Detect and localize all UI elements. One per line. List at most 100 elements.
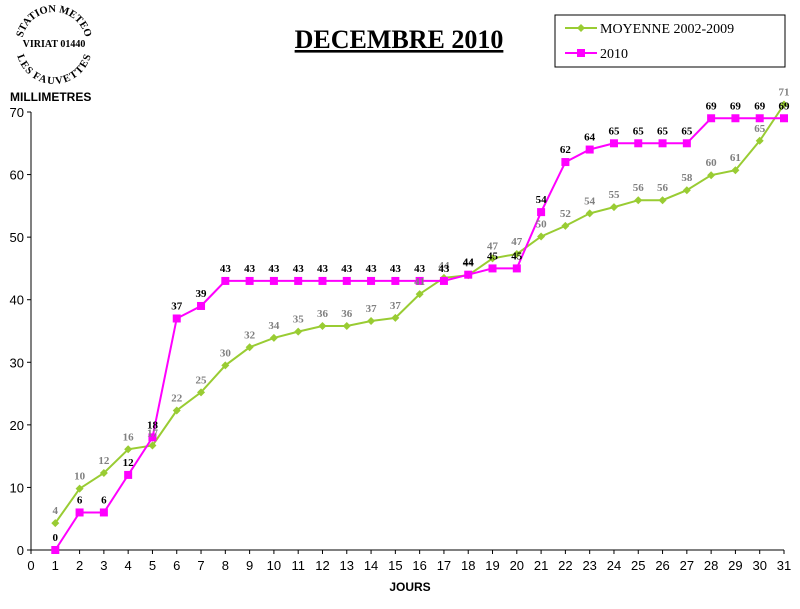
data-point-moyenne (148, 441, 157, 450)
y-tick-label: 40 (10, 293, 24, 308)
data-label-2010: 0 (53, 532, 59, 544)
data-label-2010: 43 (220, 263, 232, 275)
x-tick-label: 1 (52, 558, 59, 573)
series-line-moyenne (54, 103, 785, 524)
data-label-moyenne: 32 (244, 329, 256, 341)
x-tick-label: 11 (291, 558, 305, 573)
data-point-moyenne (294, 327, 303, 336)
data-label-2010: 39 (196, 288, 208, 300)
x-tick-label: 20 (510, 558, 524, 573)
data-point-moyenne (561, 221, 570, 230)
x-tick-label: 7 (197, 558, 204, 573)
data-label-2010: 44 (463, 257, 475, 269)
x-tick-label: 29 (728, 558, 742, 573)
data-label-moyenne: 56 (657, 182, 669, 194)
data-point-2010 (294, 276, 303, 285)
y-tick-label: 0 (17, 543, 24, 558)
data-label-2010: 45 (487, 250, 499, 262)
data-label-moyenne: 37 (366, 303, 378, 315)
data-point-2010 (197, 301, 206, 310)
data-point-moyenne (342, 321, 351, 330)
data-point-2010 (245, 276, 254, 285)
data-label-2010: 43 (341, 263, 353, 275)
data-point-2010 (172, 314, 181, 323)
stamp-top-text: STATION METEO (15, 4, 93, 39)
data-point-moyenne (707, 171, 716, 180)
data-label-2010: 69 (779, 100, 791, 112)
x-tick-label: 31 (777, 558, 791, 573)
x-tick-label: 23 (582, 558, 596, 573)
data-label-moyenne: 44 (463, 257, 475, 269)
data-label-moyenne: 34 (268, 320, 280, 332)
data-label-2010: 43 (390, 263, 402, 275)
data-label-2010: 6 (77, 494, 83, 506)
x-tick-label: 30 (752, 558, 766, 573)
legend-label-2010: 2010 (600, 47, 628, 62)
data-label-moyenne: 55 (608, 189, 620, 201)
data-point-moyenne (221, 361, 230, 370)
data-label-moyenne: 17 (147, 428, 159, 440)
x-tick-label: 10 (267, 558, 281, 573)
data-label-moyenne: 35 (293, 314, 305, 326)
data-label-2010: 43 (293, 263, 305, 275)
data-point-moyenne (124, 445, 133, 454)
data-point-moyenne (682, 186, 691, 195)
data-point-2010 (707, 114, 716, 123)
data-point-2010 (391, 276, 400, 285)
x-tick-label: 13 (340, 558, 354, 573)
y-tick-label: 20 (10, 418, 24, 433)
data-point-2010 (439, 276, 448, 285)
data-point-2010 (488, 264, 497, 273)
y-tick-label: 60 (10, 168, 24, 183)
data-point-2010 (464, 270, 473, 279)
data-label-moyenne: 36 (317, 308, 329, 320)
data-point-2010 (99, 508, 108, 517)
data-label-moyenne: 41 (414, 276, 425, 288)
data-label-2010: 45 (511, 250, 523, 262)
data-point-moyenne (172, 406, 181, 415)
data-point-2010 (75, 508, 84, 517)
data-point-moyenne (780, 100, 788, 109)
x-tick-label: 14 (364, 558, 378, 573)
data-label-2010: 43 (438, 263, 450, 275)
x-tick-label: 17 (437, 558, 451, 573)
data-point-2010 (609, 139, 618, 148)
x-tick-label: 2 (76, 558, 83, 573)
data-label-moyenne: 30 (220, 347, 232, 359)
data-point-2010 (731, 114, 740, 123)
data-label-2010: 6 (101, 494, 107, 506)
data-point-moyenne (609, 203, 618, 212)
data-label-2010: 12 (123, 457, 135, 469)
legend-marker-moyenne (577, 24, 585, 32)
data-point-moyenne (415, 290, 424, 299)
x-axis-label: JOURS (389, 580, 430, 594)
x-tick-label: 16 (412, 558, 426, 573)
data-label-moyenne: 10 (74, 471, 86, 483)
data-label-moyenne: 36 (341, 308, 353, 320)
x-tick-label: 4 (125, 558, 132, 573)
x-tick-label: 19 (485, 558, 499, 573)
data-point-moyenne (658, 196, 667, 205)
data-point-2010 (367, 276, 376, 285)
data-label-2010: 43 (414, 263, 426, 275)
data-point-moyenne (318, 321, 327, 330)
legend-label-moyenne: MOYENNE 2002-2009 (600, 22, 734, 37)
data-point-moyenne (197, 388, 206, 397)
data-point-2010 (634, 139, 643, 148)
data-label-2010: 18 (147, 419, 159, 431)
data-point-2010 (148, 433, 157, 442)
data-point-2010 (318, 276, 327, 285)
data-label-moyenne: 37 (390, 300, 402, 312)
data-label-2010: 62 (560, 144, 572, 156)
data-point-2010 (269, 276, 278, 285)
data-label-2010: 37 (171, 300, 183, 312)
data-label-moyenne: 44 (438, 260, 450, 272)
data-point-moyenne (245, 343, 254, 352)
data-label-moyenne: 60 (706, 157, 718, 169)
data-point-2010 (682, 139, 691, 148)
data-point-2010 (415, 276, 424, 285)
data-point-moyenne (585, 209, 594, 218)
data-label-2010: 43 (244, 263, 256, 275)
data-point-moyenne (391, 313, 400, 322)
